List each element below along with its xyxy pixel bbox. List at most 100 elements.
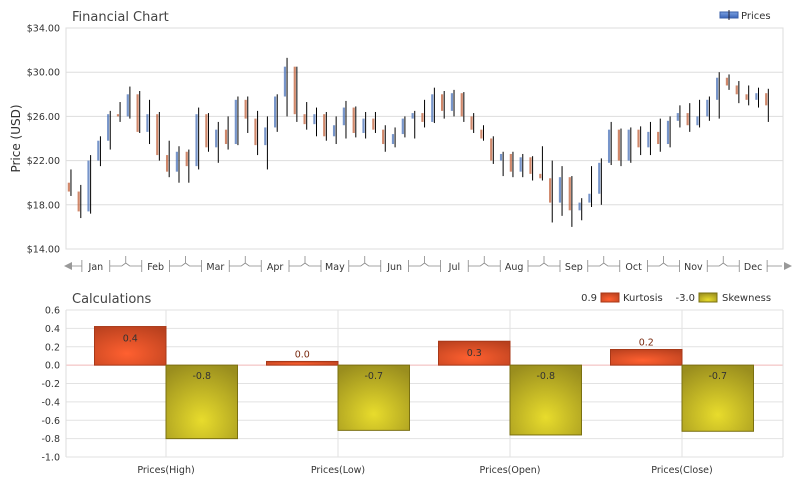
- month-bracket: [348, 256, 382, 272]
- scroll-right-arrow-icon[interactable]: [784, 262, 792, 270]
- y-tick-label: -0.6: [41, 416, 60, 427]
- data-label: -0.7: [708, 371, 727, 382]
- y-tick-label: $22.00: [27, 156, 60, 167]
- candle-body-down: [156, 114, 159, 156]
- candle-body-up: [755, 93, 758, 100]
- data-label: 0.4: [123, 334, 138, 345]
- candle-body-down: [382, 129, 385, 145]
- bar-kurtosis: [266, 360, 339, 366]
- candle-body-up: [450, 93, 454, 111]
- y-tick-label: $14.00: [27, 245, 60, 256]
- data-label: -0.8: [192, 371, 211, 382]
- x-tick-label: Mar: [206, 262, 224, 273]
- candle-body-up: [676, 113, 679, 121]
- y-tick-label: $26.00: [27, 112, 60, 123]
- candle-body-up: [107, 114, 110, 141]
- candle-body-down: [725, 77, 729, 86]
- candle-body-up: [431, 94, 434, 122]
- y-tick-label: -1.0: [41, 453, 60, 464]
- candle-body-up: [87, 160, 90, 212]
- bar-skewness: [681, 364, 754, 432]
- candle-body-up: [274, 96, 277, 128]
- candle-body-up: [126, 94, 129, 117]
- x-tick-label: Prices(Low): [311, 465, 365, 476]
- x-tick-label: Aug: [505, 262, 524, 273]
- candle-body-up: [598, 162, 601, 194]
- candle-body-up: [647, 131, 650, 148]
- axis-end-brackets: [72, 260, 782, 272]
- candle-body-down: [293, 66, 296, 115]
- candle-body-up: [401, 118, 404, 135]
- y-tick-label: $18.00: [27, 200, 60, 211]
- bar-kurtosis: [94, 326, 167, 366]
- candle-body-up: [588, 193, 591, 203]
- x-tick-label: Sep: [565, 262, 583, 273]
- candle-body-up: [342, 107, 345, 126]
- candle-body-down: [686, 113, 689, 126]
- bar-kurtosis: [438, 340, 511, 366]
- candle-body-down: [352, 107, 355, 133]
- candle-body-down: [765, 93, 768, 106]
- data-label: 0.3: [467, 348, 482, 359]
- candle-body-up: [313, 114, 316, 125]
- y-tick-label: $34.00: [27, 24, 60, 35]
- candle-body-up: [706, 99, 709, 117]
- x-tick-label: Jul: [448, 262, 460, 273]
- candle-body-down: [490, 138, 493, 161]
- y-tick-label: 0.4: [45, 324, 60, 335]
- legend-kurtosis-value: 0.9: [581, 293, 597, 304]
- chart-title: Financial Chart: [72, 10, 169, 25]
- data-label: 0.2: [639, 338, 654, 349]
- candle-body-down: [303, 114, 306, 125]
- x-tick-label: May: [325, 262, 345, 273]
- candle-body-down: [539, 173, 542, 179]
- month-bracket: [647, 256, 680, 272]
- candle-body-down: [440, 94, 444, 111]
- month-bracket: [706, 256, 740, 272]
- scroll-left-arrow-icon[interactable]: [64, 262, 72, 270]
- data-label: -0.8: [536, 371, 555, 382]
- candle-body-up: [696, 116, 699, 126]
- month-bracket: [228, 256, 262, 272]
- candle-body-up: [666, 120, 670, 145]
- x-tick-label: Feb: [147, 262, 164, 273]
- candle-body-up: [391, 134, 395, 145]
- candle-body-up: [362, 118, 365, 133]
- y-tick-label: 0.2: [45, 342, 60, 353]
- legend-kurtosis-swatch: [600, 292, 620, 303]
- month-bracket: [527, 256, 561, 272]
- candle-body-up: [332, 125, 336, 137]
- y-tick-label: -0.2: [41, 379, 60, 390]
- chart-title: Calculations: [72, 292, 152, 307]
- month-bracket: [408, 256, 441, 272]
- month-bracket: [467, 256, 501, 272]
- candle-body-down: [67, 182, 70, 192]
- candle-body-down: [116, 114, 120, 117]
- candle-body-up: [146, 114, 149, 132]
- candle-body-down: [77, 191, 80, 212]
- data-label: 0.0: [295, 349, 310, 360]
- candle-body-down: [165, 155, 169, 172]
- bar-skewness: [509, 364, 582, 436]
- candle-body-down: [617, 129, 620, 161]
- bar-kurtosis: [610, 349, 683, 366]
- month-bracket: [109, 256, 143, 272]
- candle-body-down: [224, 129, 228, 145]
- legend-skewness-swatch: [698, 292, 718, 303]
- candle-body-down: [657, 131, 660, 145]
- candle-body-down: [470, 116, 473, 130]
- candle-body-up: [578, 202, 581, 211]
- candle-body-up: [264, 127, 267, 146]
- plot-area: [65, 27, 784, 250]
- data-label: -0.7: [364, 371, 383, 382]
- candle-body-up: [716, 77, 719, 100]
- x-tick-label: Jan: [88, 262, 104, 273]
- legend-skewness-value: -3.0: [675, 293, 695, 304]
- bar-skewness: [165, 364, 238, 440]
- candle-body-down: [205, 114, 208, 148]
- candle-body-down: [480, 129, 483, 139]
- candle-body-down: [529, 157, 532, 174]
- candle-body-up: [558, 177, 562, 203]
- x-tick-label: Oct: [625, 262, 642, 273]
- candle-body-up: [175, 151, 179, 172]
